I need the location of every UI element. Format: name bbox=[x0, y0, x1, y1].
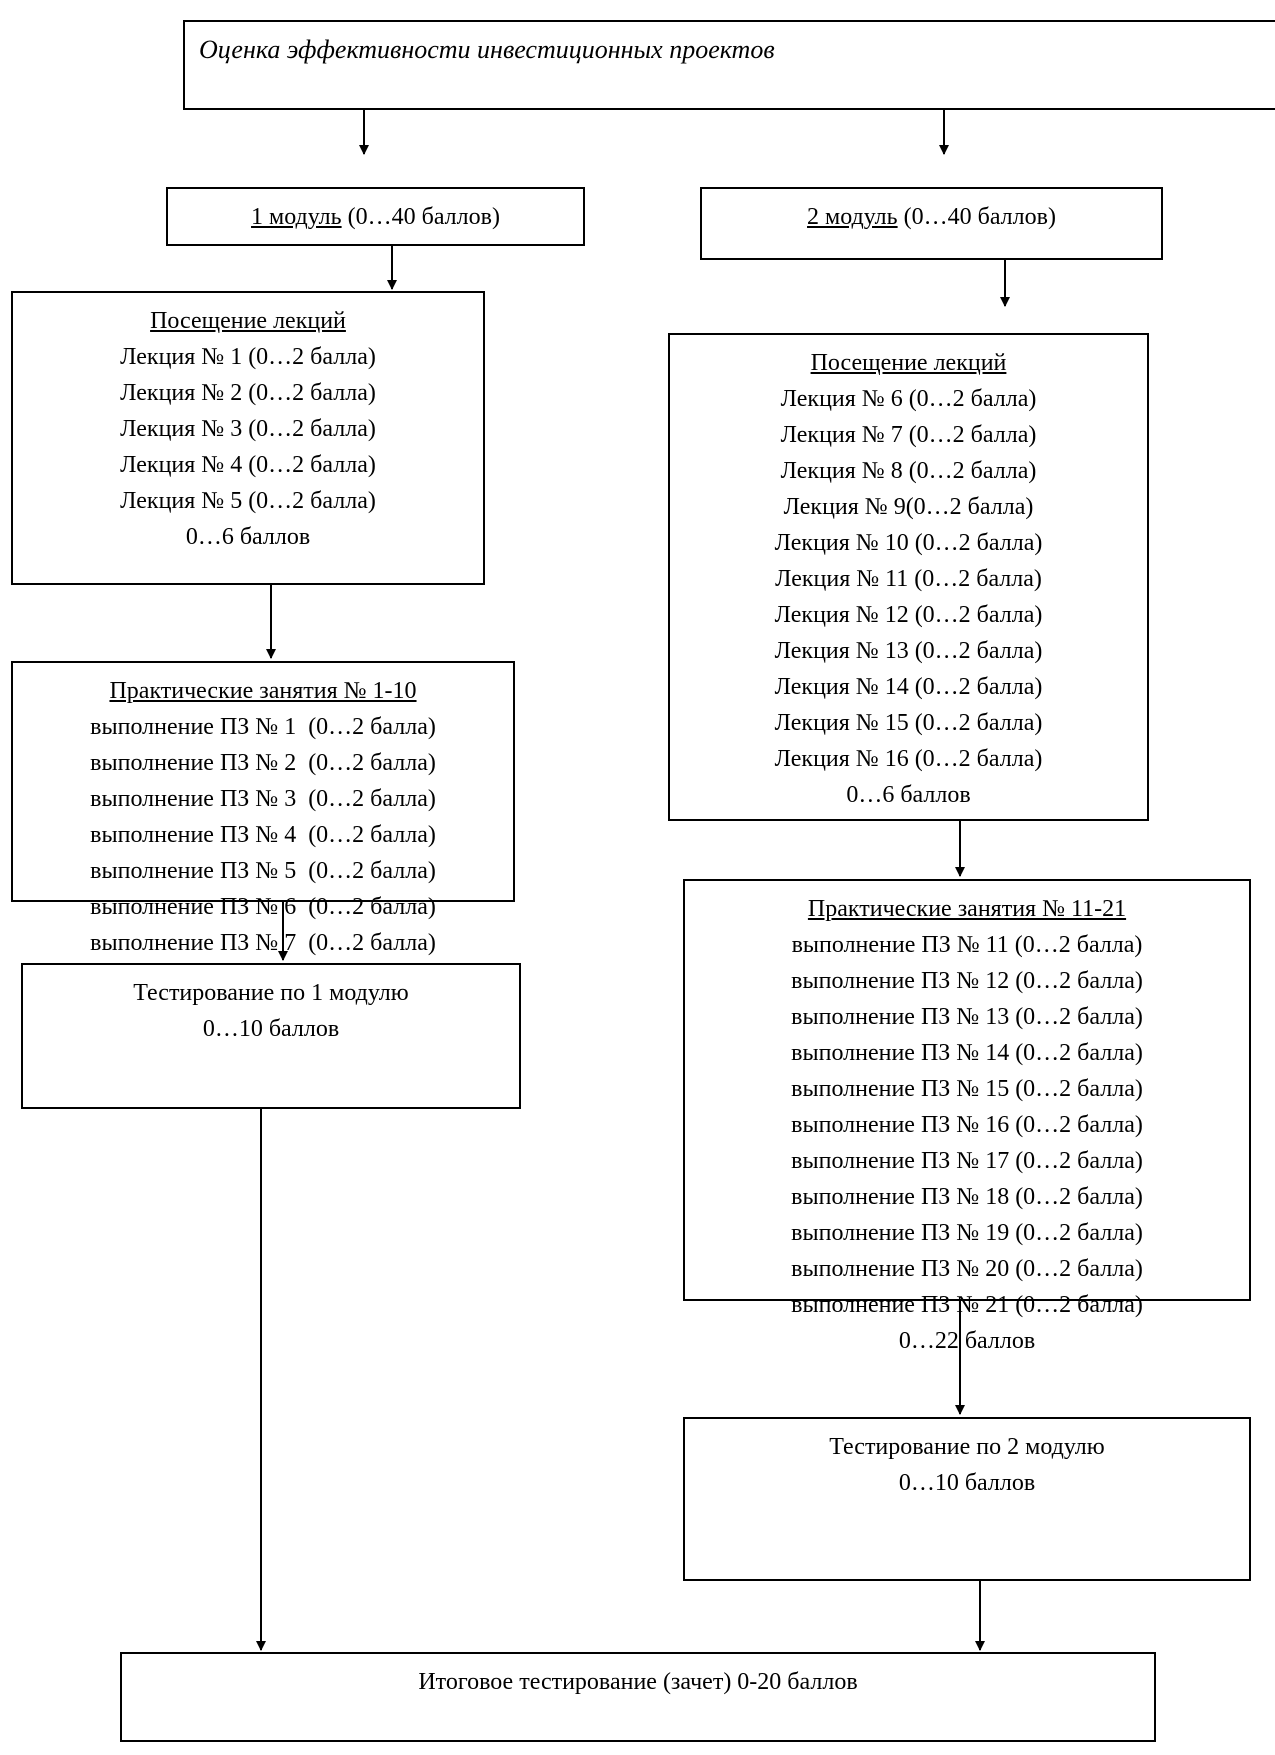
group-item: выполнение ПЗ № 11 (0…2 балла) bbox=[791, 932, 1143, 958]
test-total: 0…10 баллов bbox=[898, 1470, 1036, 1496]
group-item: выполнение ПЗ № 20 (0…2 балла) bbox=[791, 1256, 1143, 1282]
group-item: Лекция № 1 (0…2 балла) bbox=[120, 344, 376, 370]
group-item: выполнение ПЗ № 17 (0…2 балла) bbox=[791, 1148, 1143, 1174]
group-item: выполнение ПЗ № 14 (0…2 балла) bbox=[791, 1040, 1143, 1066]
group-item: Лекция № 16 (0…2 балла) bbox=[774, 746, 1043, 772]
group-item: выполнение ПЗ № 13 (0…2 балла) bbox=[791, 1004, 1143, 1030]
lectures-box: Посещение лекций Лекция № 1 (0…2 балла) Ле… bbox=[11, 291, 485, 585]
group-item: выполнение ПЗ № 3 (0…2 балла) bbox=[90, 786, 436, 812]
group-heading: Посещение лекций bbox=[810, 350, 1007, 376]
group-item: выполнение ПЗ № 1 (0…2 балла) bbox=[90, 714, 436, 740]
practice-box: Практические занятия № 11-21 выполнение П… bbox=[683, 879, 1251, 1354]
group-item: Лекция № 9(0…2 балла) bbox=[783, 494, 1034, 520]
group-item: выполнение ПЗ № 6 (0…2 балла) bbox=[90, 894, 436, 920]
title: Оценка эффективности инвестиционных прое… bbox=[199, 35, 775, 64]
group-item: Лекция № 2 (0…2 балла) bbox=[120, 380, 376, 406]
group-item: Лекция № 5 (0…2 балла) bbox=[120, 488, 376, 514]
group-item: Лекция № 11 (0…2 балла) bbox=[775, 566, 1042, 592]
group-item: Лекция № 8 (0…2 балла) bbox=[780, 458, 1037, 484]
group-item: выполнение ПЗ № 19 (0…2 балла) bbox=[791, 1220, 1143, 1246]
group-item: Лекция № 14 (0…2 балла) bbox=[774, 674, 1043, 700]
group-item: Лекция № 3 (0…2 балла) bbox=[120, 416, 376, 442]
group-item: Лекция № 10 (0…2 балла) bbox=[774, 530, 1043, 556]
group-item: выполнение ПЗ № 4 (0…2 балла) bbox=[90, 822, 436, 848]
group-total: 0…6 баллов bbox=[846, 782, 971, 808]
module-points: (0…40 баллов) bbox=[347, 204, 500, 230]
group-item: выполнение ПЗ № 2 (0…2 балла) bbox=[90, 750, 436, 776]
group-item: выполнение ПЗ № 21 (0…2 балла) bbox=[791, 1292, 1143, 1318]
test-box: Тестирование по 2 модулю 0…10 баллов bbox=[683, 1417, 1251, 1581]
group-item: Лекция № 6 (0…2 балла) bbox=[780, 386, 1037, 412]
practice-box: Практические занятия № 1-10 выполнение ПЗ… bbox=[11, 661, 515, 1100]
group-item: Лекция № 13 (0…2 балла) bbox=[774, 638, 1043, 664]
group-item: Лекция № 4 (0…2 балла) bbox=[120, 452, 376, 478]
final: Итоговое тестирование (зачет) 0-20 балло… bbox=[418, 1669, 858, 1695]
group-item: выполнение ПЗ № 18 (0…2 балла) bbox=[791, 1184, 1143, 1210]
test-name: Тестирование по 2 модулю bbox=[829, 1434, 1105, 1460]
test-name: Тестирование по 1 модулю bbox=[133, 980, 409, 1006]
group-heading: Посещение лекций bbox=[150, 308, 346, 334]
group-heading: Практические занятия № 11-21 bbox=[807, 896, 1127, 922]
group-item: Лекция № 15 (0…2 балла) bbox=[774, 710, 1043, 736]
group-item: выполнение ПЗ № 16 (0…2 балла) bbox=[791, 1112, 1143, 1138]
lectures-box: Посещение лекций Лекция № 6 (0…2 балла) Ле… bbox=[668, 333, 1149, 821]
group-item: выполнение ПЗ № 15 (0…2 балла) bbox=[791, 1076, 1143, 1102]
module-box: 1 модуль (0…40 баллов) bbox=[166, 187, 585, 246]
final-box: Итоговое тестирование (зачет) 0-20 балло… bbox=[120, 1652, 1156, 1742]
module-box: 2 модуль (0…40 баллов) bbox=[700, 187, 1163, 260]
module-heading: 2 модуль bbox=[807, 204, 898, 230]
group-total: 0…22 баллов bbox=[898, 1328, 1036, 1354]
group-heading: Практические занятия № 1-10 bbox=[109, 678, 417, 704]
test-box: Тестирование по 1 модулю 0…10 баллов bbox=[21, 963, 521, 1109]
group-item: выполнение ПЗ № 12 (0…2 балла) bbox=[791, 968, 1143, 994]
group-item: Лекция № 12 (0…2 балла) bbox=[774, 602, 1043, 628]
group-total: 0…6 баллов bbox=[185, 524, 311, 550]
group-item: выполнение ПЗ № 5 (0…2 балла) bbox=[90, 858, 436, 884]
group-item: выполнение ПЗ № 7 (0…2 балла) bbox=[90, 930, 436, 956]
group-item: Лекция № 7 (0…2 балла) bbox=[780, 422, 1037, 448]
test-total: 0…10 баллов bbox=[202, 1016, 340, 1042]
module-heading: 1 модуль bbox=[251, 204, 342, 230]
module-points: (0…40 баллов) bbox=[903, 204, 1056, 230]
title-box: Оценка эффективности инвестиционных прое… bbox=[183, 20, 1275, 110]
